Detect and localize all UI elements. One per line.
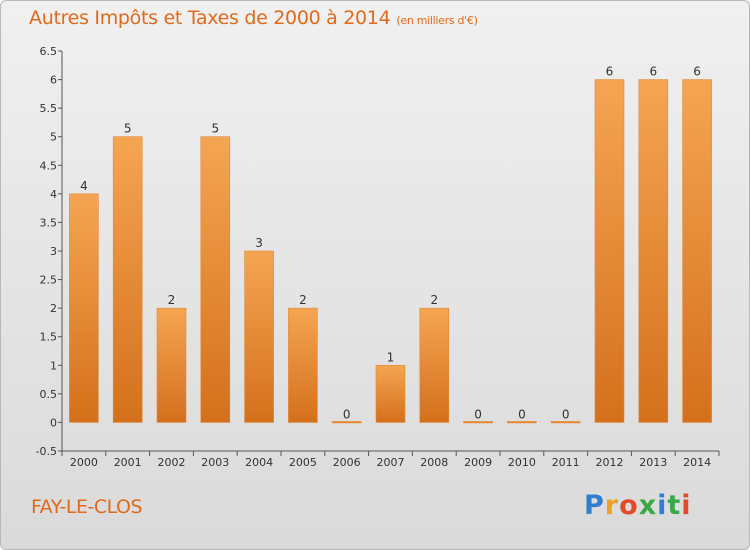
x-tick-label: 2013 [639,456,667,469]
x-tick-label: 2007 [377,456,405,469]
logo-letter: t [667,490,682,521]
y-tick-label: 5.5 [40,102,58,115]
bar-value-label: 4 [80,179,88,193]
y-tick-label: 3.5 [40,216,58,229]
chart-unit: (en milliers d'€) [396,14,478,27]
bar-value-label: 3 [255,236,263,250]
logo-letter: x [638,490,658,521]
bar [156,307,187,423]
x-tick-label: 2011 [552,456,580,469]
bar [507,421,537,424]
y-tick-label: 0 [50,416,57,429]
bar-value-label: 6 [693,65,701,79]
bar [463,421,493,424]
y-tick-label: 2.5 [40,274,58,287]
x-tick-label: 2004 [245,456,273,469]
x-tick-label: 2000 [70,456,98,469]
y-tick-label: 0.5 [40,388,58,401]
bars: 4 5 2 5 3 2 0 1 2 0 0 0 6 6 6 [69,65,712,424]
y-tick-label: 6.5 [40,45,58,58]
bar [331,421,362,424]
bar-value-label: 1 [387,350,395,364]
bar [288,307,318,423]
x-tick-label: 2002 [158,456,186,469]
x-tick-label: 2003 [201,456,229,469]
logo-letter: i [681,490,692,521]
y-tick-label: 1.5 [40,331,58,344]
bar [594,79,625,423]
logo-letter: o [619,490,639,521]
bar-value-label: 5 [124,122,132,136]
bar [375,364,406,423]
y-tick-label: 3 [50,245,57,258]
x-tick-label: 2008 [420,456,448,469]
logo-letter: i [657,490,668,521]
x-axis: 2000 2001 2002 2003 2004 2005 2006 2007 2008 2009… [61,450,720,469]
bar [69,193,99,423]
x-tick-label: 2010 [508,456,536,469]
y-tick-label: 5 [50,131,57,144]
y-tick-label: -0.5 [36,445,57,458]
place-name: FAY-LE-CLOS [31,496,143,518]
bar-value-label: 6 [606,65,614,79]
x-tick-label: 2012 [596,456,624,469]
bar-value-label: 0 [343,407,351,421]
bar [112,136,143,423]
y-tick-label: 4.5 [40,159,58,172]
y-tick-label: 4 [50,188,57,201]
x-tick-label: 2009 [464,456,492,469]
logo-letter: P [584,490,605,521]
bar-value-label: 6 [649,65,657,79]
chart-title: Autres Impôts et Taxes de 2000 à 2014 (en… [29,7,478,29]
bar [200,136,231,423]
proxiti-logo[interactable]: Proxiti [584,490,692,521]
bar [419,307,450,423]
bar [638,79,669,423]
bar [244,250,274,423]
x-tick-label: 2006 [333,456,361,469]
bar-value-label: 0 [518,407,526,421]
bar-value-label: 0 [562,407,570,421]
bar [550,421,581,424]
bar-value-label: 2 [299,293,307,307]
y-tick-label: 1 [50,359,57,372]
logo-letter: r [604,490,620,521]
x-tick-label: 2014 [683,456,711,469]
y-axis: -0.5 0 0.5 1 1.5 2 2.5 3 3.5 4 4.5 5 5.5 6 6.5 [36,45,63,458]
x-tick-label: 2001 [114,456,142,469]
y-tick-label: 2 [50,302,57,315]
chart-title-text: Autres Impôts et Taxes de 2000 à 2014 [29,7,391,29]
bar [682,79,712,423]
bar-value-label: 2 [430,293,438,307]
bar-value-label: 0 [474,407,482,421]
bar-value-label: 5 [211,122,219,136]
x-tick-label: 2005 [289,456,317,469]
bar-value-label: 2 [168,293,176,307]
y-tick-label: 6 [50,74,57,87]
